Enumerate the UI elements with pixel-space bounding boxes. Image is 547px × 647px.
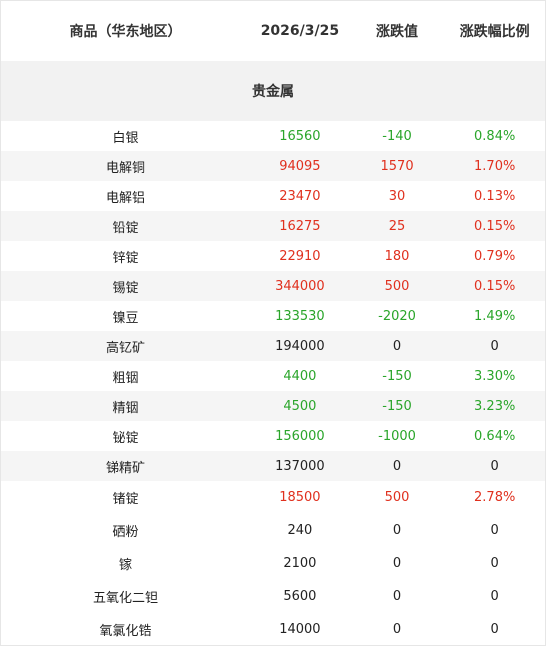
table-row: 氧氯化锆 14000 0 0	[1, 613, 545, 645]
table-row: 锑精矿 137000 0 0	[1, 451, 545, 481]
change-value: 0	[392, 523, 402, 538]
commodity-name: 白银	[112, 130, 139, 146]
price-value: 22910	[279, 248, 321, 264]
price-value: 194000	[275, 338, 325, 354]
commodity-name: 电解铜	[106, 160, 146, 176]
change-value: 0	[392, 338, 402, 354]
change-percent: 0.64%	[474, 428, 516, 444]
change-value: 500	[384, 278, 410, 294]
header-change: 涨跌值	[376, 24, 419, 40]
price-value: 4400	[283, 368, 317, 384]
change-percent: 3.23%	[474, 398, 516, 414]
change-value: 1570	[380, 158, 414, 174]
commodity-name: 五氧化二钽	[93, 591, 159, 606]
change-percent: 2.78%	[474, 490, 516, 505]
change-percent: 0.15%	[474, 278, 516, 294]
change-percent: 0	[490, 556, 499, 571]
commodity-name: 氧氯化锆	[99, 624, 152, 639]
commodity-name: 硒粉	[112, 525, 139, 540]
change-percent: 0	[490, 523, 499, 538]
price-value: 137000	[275, 458, 325, 474]
change-percent: 0	[490, 589, 499, 604]
table-row: 白银 16560 -140 0.84%	[1, 121, 545, 151]
price-value: 2100	[283, 556, 317, 571]
change-percent: 0.79%	[474, 248, 516, 264]
change-percent: 3.30%	[474, 368, 516, 384]
change-percent: 1.49%	[474, 308, 516, 324]
change-percent: 1.70%	[474, 158, 516, 174]
table-row: 铅锭 16275 25 0.15%	[1, 211, 545, 241]
commodity-name: 铋锭	[112, 430, 139, 446]
commodity-name: 锡锭	[112, 280, 139, 296]
change-value: 0	[392, 556, 402, 571]
table-row: 锡锭 344000 500 0.15%	[1, 271, 545, 301]
change-value: 25	[388, 218, 406, 234]
commodity-name: 铅锭	[112, 220, 139, 236]
table-row: 镍豆 133530 -2020 1.49%	[1, 301, 545, 331]
change-value: 30	[388, 188, 406, 204]
table-row: 硒粉 240 0 0	[1, 514, 545, 547]
change-percent: 0.13%	[474, 188, 516, 204]
price-value: 16560	[279, 128, 321, 144]
commodity-name: 镓	[119, 558, 133, 573]
table-row: 锌锭 22910 180 0.79%	[1, 241, 545, 271]
price-value: 133530	[275, 308, 325, 324]
commodity-name: 精铟	[112, 400, 139, 416]
price-value: 5600	[283, 589, 317, 604]
table-body: 白银 16560 -140 0.84% 电解铜 94095 1570 1.70% 电解铝 2347…	[1, 121, 545, 645]
table-row: 镓 2100 0 0	[1, 547, 545, 580]
table-header: 商品（华东地区） 2026/3/25 涨跌值 涨跌幅比例	[1, 1, 545, 61]
price-value: 94095	[279, 158, 321, 174]
change-percent: 0	[490, 622, 499, 637]
header-date: 2026/3/25	[260, 23, 340, 39]
commodity-name: 高钇矿	[106, 340, 146, 356]
change-percent: 0	[490, 458, 499, 474]
table-row: 粗铟 4400 -150 3.30%	[1, 361, 545, 391]
price-value: 18500	[279, 490, 321, 505]
price-value: 344000	[275, 278, 325, 294]
table-row: 高钇矿 194000 0 0	[1, 331, 545, 361]
table-row: 电解铜 94095 1570 1.70%	[1, 151, 545, 181]
commodity-name: 锑精矿	[106, 460, 146, 476]
change-value: -2020	[378, 308, 416, 324]
change-value: 0	[392, 622, 402, 637]
section-title: 贵金属	[1, 61, 545, 121]
table-row: 铋锭 156000 -1000 0.64%	[1, 421, 545, 451]
change-value: 0	[392, 589, 402, 604]
commodity-name: 锗锭	[112, 492, 139, 507]
commodity-name: 粗铟	[112, 370, 139, 386]
commodity-name: 镍豆	[112, 310, 139, 326]
table-row: 电解铝 23470 30 0.13%	[1, 181, 545, 211]
change-percent: 0.15%	[474, 218, 516, 234]
price-value: 156000	[275, 428, 325, 444]
price-value: 23470	[279, 188, 321, 204]
change-percent: 0	[490, 338, 499, 354]
change-value: -1000	[378, 428, 416, 444]
price-value: 14000	[279, 622, 321, 637]
change-value: 0	[392, 458, 402, 474]
change-value: -150	[382, 368, 412, 384]
header-commodity: 商品（华东地区）	[69, 24, 182, 40]
change-value: 180	[384, 248, 410, 264]
table-row: 五氧化二钽 5600 0 0	[1, 580, 545, 613]
table-row: 锗锭 18500 500 2.78%	[1, 481, 545, 514]
change-value: -150	[382, 398, 412, 414]
change-percent: 0.84%	[474, 128, 516, 144]
change-value: 500	[384, 490, 410, 505]
table-row: 精铟 4500 -150 3.23%	[1, 391, 545, 421]
price-value: 240	[287, 523, 313, 538]
price-value: 16275	[279, 218, 321, 234]
price-value: 4500	[283, 398, 317, 414]
change-value: -140	[382, 128, 412, 144]
commodity-name: 电解铝	[106, 190, 146, 206]
header-change-percent: 涨跌幅比例	[459, 24, 530, 40]
commodity-name: 锌锭	[112, 250, 139, 266]
